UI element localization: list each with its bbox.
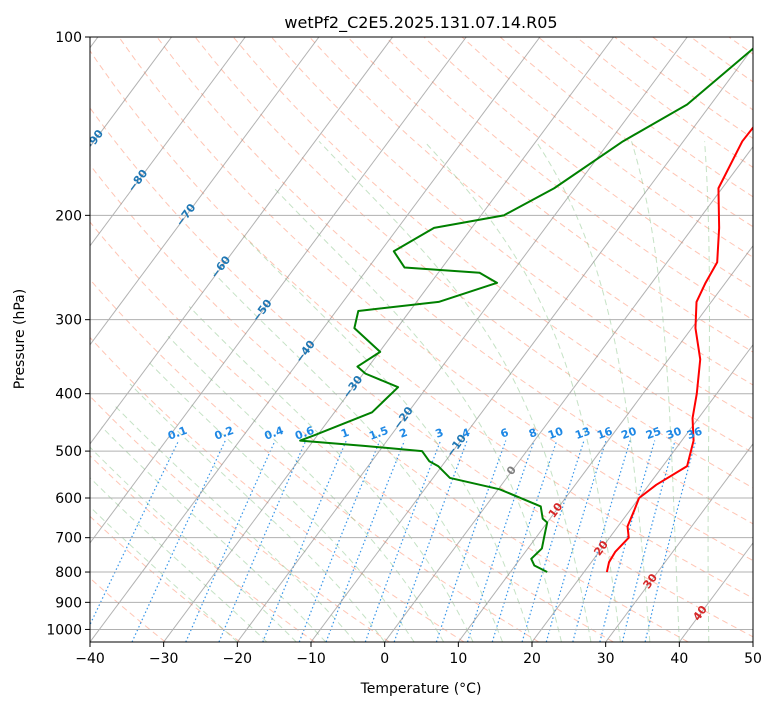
temperature-profile-line <box>605 126 753 573</box>
isotherm-line <box>457 244 753 642</box>
isotherm-line <box>90 37 541 642</box>
mixing-ratio-line <box>521 440 585 642</box>
y-tick-label: 400 <box>55 387 82 403</box>
dry-adiabat <box>423 37 753 289</box>
isotherm-line <box>90 37 467 544</box>
dry-adiabat <box>90 455 315 642</box>
mixing-ratio-label: 10 <box>546 424 565 442</box>
dry-adiabat <box>232 37 753 454</box>
mixing-ratio-label: 0.4 <box>263 424 286 443</box>
mixing-ratio-label: 30 <box>664 424 683 442</box>
moist-adiabat <box>241 233 533 642</box>
mixing-ratio-label: 0.1 <box>166 424 189 443</box>
plot-frame <box>89 36 754 643</box>
mixing-ratio-label: 4 <box>460 426 472 441</box>
y-tick-label: 600 <box>55 491 82 507</box>
mixing-ratio-line <box>572 440 631 642</box>
x-tick-label: 50 <box>744 651 762 667</box>
isotherm-line <box>384 145 753 642</box>
x-tick-label: −40 <box>75 651 105 667</box>
isotherm-line <box>163 37 615 642</box>
isotherm-line <box>236 37 688 642</box>
dry-adiabat <box>309 37 753 386</box>
x-tick-label: 0 <box>380 651 389 667</box>
axes: −40 −30 −20 −10 0 10 20 30 40 5010020030040050060… <box>46 30 762 667</box>
profile-lines <box>299 47 753 573</box>
x-tick-label: 30 <box>597 651 615 667</box>
mixing-ratio-label: 13 <box>573 425 592 442</box>
moist-adiabat <box>273 187 562 642</box>
isotherm-line <box>90 37 173 148</box>
dry-adiabat <box>90 395 390 642</box>
mixing-ratio-label: 1 <box>339 426 351 441</box>
x-tick-label: 20 <box>523 651 541 667</box>
mixing-ratio-label: 0.6 <box>293 424 316 443</box>
dry-adiabat <box>118 37 753 562</box>
isotherms <box>90 37 753 642</box>
mixing-ratio-line <box>491 440 558 642</box>
y-axis-title: Pressure (hPa) <box>12 289 28 389</box>
y-tick-label: 700 <box>55 531 82 547</box>
y-tick-label: 100 <box>55 30 82 46</box>
isotherm-line <box>90 37 246 247</box>
isotherm-line <box>90 37 320 346</box>
mixing-ratio-label: 8 <box>527 426 539 441</box>
dry-adiabat <box>90 278 540 642</box>
dry-adiabat <box>90 336 465 642</box>
x-axis-title: Temperature (°C) <box>360 681 482 697</box>
isotherm-line <box>531 343 753 642</box>
isotherm-line <box>605 443 753 642</box>
mixing-ratio-line <box>621 440 676 642</box>
mixing-ratio-label: 3 <box>434 426 446 441</box>
mixing-ratio-line <box>393 440 468 642</box>
moist-adiabat <box>90 506 238 642</box>
moist-adiabat <box>114 405 356 642</box>
moist-adiabat <box>129 383 386 642</box>
y-tick-label: 500 <box>55 444 82 460</box>
mixing-ratio-label: 1.5 <box>367 424 390 443</box>
dewpoint-profile-line <box>299 47 753 573</box>
dry-adiabat <box>90 221 614 642</box>
mixing-ratio-line <box>218 440 307 642</box>
mixing-ratio-label: 20 <box>620 424 639 442</box>
moist-adiabat <box>149 362 415 642</box>
y-tick-label: 300 <box>55 313 82 329</box>
y-tick-label: 1000 <box>46 622 82 638</box>
dry-adiabat <box>90 577 166 642</box>
mixing-ratio-label: 16 <box>595 424 614 442</box>
moist-adiabat <box>167 335 445 642</box>
dry-adiabat <box>270 37 753 420</box>
x-tick-label: 10 <box>449 651 467 667</box>
dry-adiabat <box>90 164 689 642</box>
mixing-ratio-line <box>545 440 607 642</box>
mixing-ratio-line <box>364 440 442 642</box>
x-tick-label: −30 <box>149 651 179 667</box>
moist-adiabat <box>90 477 268 642</box>
mixing-ratio-label: 36 <box>685 424 704 442</box>
x-tick-label: 40 <box>670 651 688 667</box>
x-tick-label: −10 <box>296 651 326 667</box>
y-tick-label: 800 <box>55 565 82 581</box>
mixing-ratio-line <box>644 440 697 642</box>
mixing-ratio-label: 25 <box>644 425 663 442</box>
mixing-ratio-label: 0.2 <box>213 424 236 443</box>
mixing-ratio-line <box>599 440 656 642</box>
moist-adiabat <box>101 426 327 642</box>
isotherm-line <box>310 46 753 642</box>
x-tick-label: −20 <box>223 651 253 667</box>
mixing-ratio-label: 2 <box>398 426 410 441</box>
moist-adiabat <box>90 446 297 642</box>
chart-title: wetPf2_C2E5.2025.131.07.14.R05 <box>284 13 557 33</box>
mixing-ratio-line <box>185 440 276 642</box>
isotherm-line <box>90 37 394 445</box>
line-labels: −100−90−80−70−60−50−40−30−20−10010203040… <box>90 127 710 623</box>
y-tick-label: 200 <box>55 208 82 224</box>
mixing-ratio-lines <box>90 440 697 642</box>
mixing-ratio-label: 6 <box>499 426 511 441</box>
y-tick-label: 900 <box>55 595 82 611</box>
dry-adiabat <box>90 49 753 599</box>
